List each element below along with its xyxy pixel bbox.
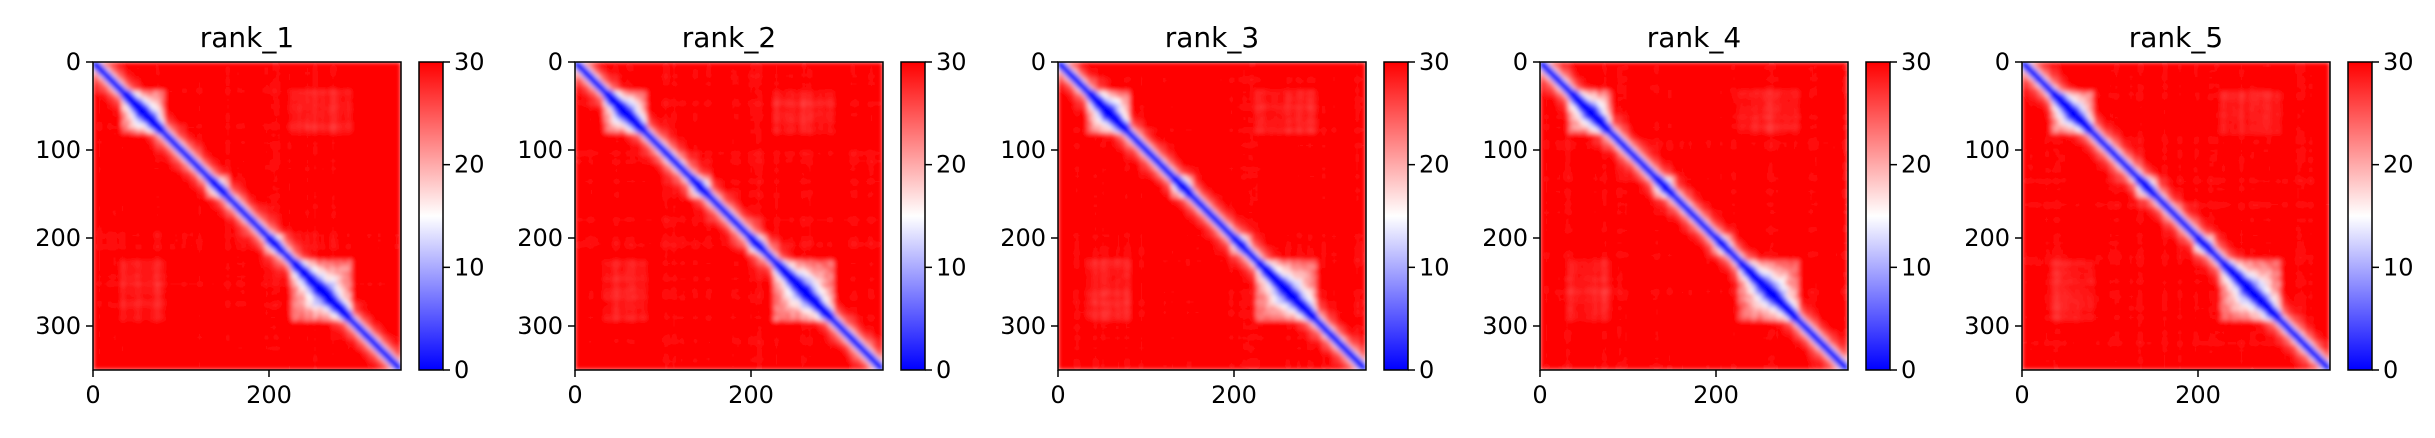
y-tick-label: 100 [1000,136,1046,164]
colorbar-tick-label: 0 [1419,356,1434,384]
y-tick-label: 100 [1964,136,2010,164]
colorbar [2347,61,2373,371]
panel-title: rank_3 [1165,21,1259,54]
heatmap-image [1058,62,1366,370]
y-tick-label: 300 [1482,312,1528,340]
y-tick-label: 300 [1964,312,2010,340]
y-tick-label: 0 [66,48,81,76]
panel-title: rank_2 [682,21,776,54]
colorbar-tick-label: 20 [1419,151,1450,179]
heatmap-panel-3: rank_3 0 100 200 300 0 200 0 10 20 30 [1000,21,1449,409]
x-tick-label: 0 [1050,381,1065,409]
y-tick-label: 0 [1995,48,2010,76]
y-tick-label: 200 [1000,224,1046,252]
y-tick-label: 0 [548,48,563,76]
colorbar-tick-label: 0 [454,356,469,384]
colorbar-tick-label: 10 [2383,253,2414,281]
panel-title: rank_4 [1647,21,1741,54]
colorbar-tick-label: 0 [2383,356,2398,384]
y-tick-label: 300 [1000,312,1046,340]
y-tick-label: 200 [517,224,563,252]
colorbar-tick-label: 10 [454,253,485,281]
colorbar-tick-label: 30 [2383,48,2414,76]
colorbar-tick-label: 20 [936,151,967,179]
x-tick-label: 0 [2014,381,2029,409]
heatmap-panel-2: rank_2 0 100 200 300 0 200 0 10 20 30 [517,21,966,409]
colorbar-tick-label: 0 [936,356,951,384]
x-tick-label: 200 [1211,381,1257,409]
x-tick-label: 0 [85,381,100,409]
colorbar-tick-label: 30 [936,48,967,76]
colorbar-tick-label: 30 [1901,48,1932,76]
heatmap-frame [92,61,402,371]
colorbar [1383,61,1409,371]
heatmap-frame [1057,61,1367,371]
y-tick-label: 0 [1513,48,1528,76]
y-tick-label: 200 [1482,224,1528,252]
y-tick-label: 300 [517,312,563,340]
y-tick-label: 0 [1031,48,1046,76]
x-tick-label: 200 [246,381,292,409]
y-tick-label: 300 [35,312,81,340]
colorbar-tick-label: 10 [1901,253,1932,281]
colorbar-tick-label: 20 [2383,151,2414,179]
heatmap-image [575,62,883,370]
x-tick-label: 0 [567,381,582,409]
panel-title: rank_5 [2129,21,2223,54]
y-tick-label: 200 [1964,224,2010,252]
heatmap-panel-4: rank_4 0 100 200 300 0 200 0 10 20 30 [1482,21,1931,409]
colorbar-tick-label: 20 [1901,151,1932,179]
x-tick-label: 200 [1693,381,1739,409]
colorbar [418,61,444,371]
colorbar [900,61,926,371]
colorbar-tick-label: 30 [1419,48,1450,76]
panel-title: rank_1 [200,21,294,54]
heatmap-panel-5: rank_5 0 100 200 300 0 200 0 10 20 30 [1964,21,2413,409]
x-tick-label: 0 [1532,381,1547,409]
heatmap-frame [2021,61,2331,371]
heatmap-frame [574,61,884,371]
heatmap-image [2022,62,2330,370]
colorbar-tick-label: 0 [1901,356,1916,384]
colorbar-tick-label: 20 [454,151,485,179]
x-tick-label: 200 [728,381,774,409]
y-tick-label: 100 [517,136,563,164]
heatmap-image [1540,62,1848,370]
colorbar-tick-label: 30 [454,48,485,76]
colorbar-tick-label: 10 [1419,253,1450,281]
heatmap-frame [1539,61,1849,371]
x-tick-label: 200 [2175,381,2221,409]
colorbar [1865,61,1891,371]
heatmap-panel-1: rank_1 0 100 200 300 0 200 0 10 20 30 [35,21,484,409]
y-tick-label: 100 [35,136,81,164]
colorbar-tick-label: 10 [936,253,967,281]
y-tick-label: 200 [35,224,81,252]
y-tick-label: 100 [1482,136,1528,164]
heatmap-image [93,62,401,370]
